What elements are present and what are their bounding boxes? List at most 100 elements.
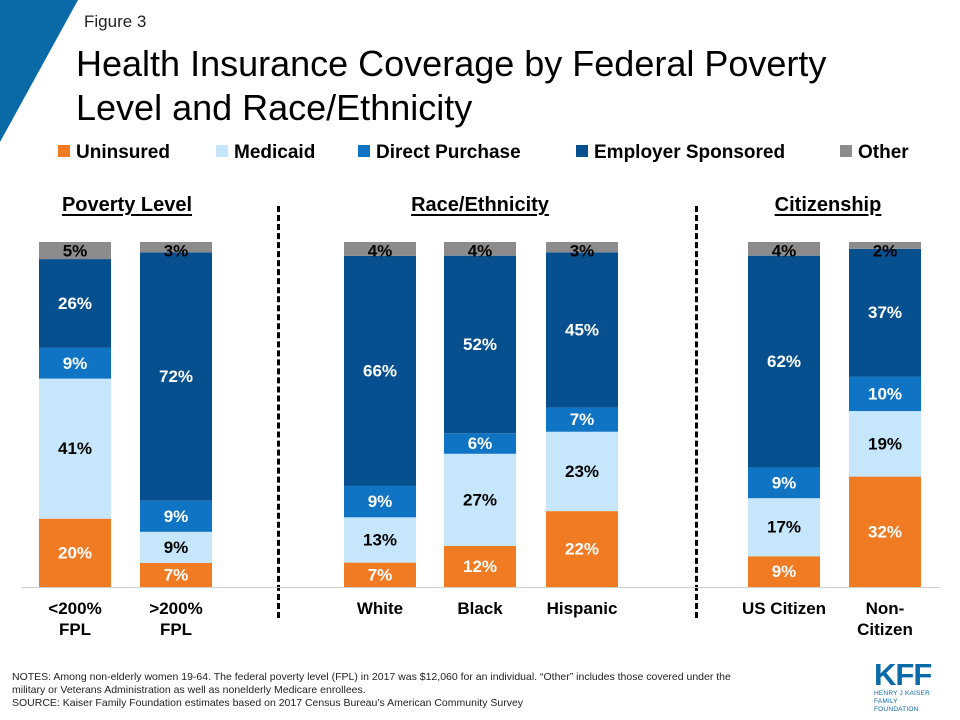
- bar-segment-other-200-fpl: [140, 242, 212, 253]
- data-label-direct-purchase-white: 9%: [368, 492, 393, 511]
- legend-swatch-uninsured: [58, 145, 70, 157]
- bar-segment-other-white: [344, 242, 416, 256]
- data-label-other-200-fpl: 5%: [63, 242, 88, 261]
- source-line: SOURCE: Kaiser Family Foundation estimat…: [12, 697, 524, 709]
- bar-segment-direct-purchase-white: [344, 485, 416, 518]
- bar-segment-uninsured-non-citizen: [849, 476, 921, 587]
- bar-segment-direct-purchase-us-citizen: [748, 467, 820, 499]
- data-label-other-hispanic: 3%: [570, 242, 595, 261]
- data-label-other-200-fpl: 3%: [164, 242, 189, 261]
- bar-segment-other-hispanic: [546, 242, 618, 253]
- data-label-direct-purchase-us-citizen: 9%: [772, 473, 797, 492]
- bar-segment-employer-sponsored-200-fpl: [140, 252, 212, 501]
- legend-item-direct-purchase: Direct Purchase: [358, 142, 521, 164]
- kff-logo-sub-2: FAMILY FOUNDATION: [874, 698, 919, 713]
- data-label-uninsured-hispanic: 22%: [565, 540, 599, 559]
- group-divider-2: [695, 206, 698, 618]
- data-label-other-us-citizen: 4%: [772, 242, 797, 261]
- data-label-employer-sponsored-us-citizen: 62%: [767, 352, 801, 371]
- group-divider-1: [277, 206, 280, 618]
- bar-segment-direct-purchase-200-fpl: [140, 500, 212, 532]
- bar-segment-medicaid-hispanic: [546, 431, 618, 512]
- category-label-below-200-fpl: <200% FPL: [20, 598, 130, 640]
- legend-label-uninsured: Uninsured: [76, 142, 170, 163]
- category-label-line: Black: [457, 599, 503, 618]
- legend-item-medicaid: Medicaid: [216, 142, 315, 164]
- legend-item-other: Other: [840, 142, 909, 164]
- legend-label-other: Other: [858, 142, 909, 163]
- legend-swatch-medicaid: [216, 145, 228, 157]
- data-label-employer-sponsored-black: 52%: [463, 335, 497, 354]
- group-title-poverty-level: Poverty Level: [61, 194, 193, 216]
- notes-line-1: NOTES: Among non-elderly women 19-64. Th…: [12, 671, 731, 683]
- data-label-direct-purchase-non-citizen: 10%: [868, 384, 902, 403]
- data-label-medicaid-black: 27%: [463, 490, 497, 509]
- bar-segment-other-200-fpl: [39, 242, 111, 260]
- bar-segment-employer-sponsored-us-citizen: [748, 255, 820, 468]
- data-label-medicaid-200-fpl: 41%: [58, 439, 92, 458]
- data-label-employer-sponsored-white: 66%: [363, 361, 397, 380]
- data-label-employer-sponsored-hispanic: 45%: [565, 320, 599, 339]
- legend-swatch-other: [840, 145, 852, 157]
- bar-segment-medicaid-200-fpl: [140, 531, 212, 563]
- group-title-citizenship: Citizenship: [774, 194, 882, 216]
- bar-segment-medicaid-white: [344, 517, 416, 563]
- bar-segment-uninsured-200-fpl: [39, 518, 111, 587]
- bar-segment-medicaid-200-fpl: [39, 378, 111, 519]
- category-label-hispanic: Hispanic: [527, 598, 637, 619]
- kff-logo-sub-1: HENRY J KAISER: [874, 690, 931, 697]
- legend-label-medicaid: Medicaid: [234, 142, 316, 163]
- data-label-other-white: 4%: [368, 242, 393, 261]
- bar-segment-direct-purchase-200-fpl: [39, 347, 111, 379]
- data-label-uninsured-white: 7%: [368, 565, 393, 584]
- bar-segment-other-black: [444, 242, 516, 256]
- bar-segment-medicaid-us-citizen: [748, 498, 820, 557]
- bar-segment-medicaid-black: [444, 453, 516, 547]
- legend-item-uninsured: Uninsured: [58, 142, 170, 164]
- legend-item-employer-sponsored: Employer Sponsored: [576, 142, 785, 164]
- notes-line-2: military or Veterans Administration as w…: [12, 684, 366, 696]
- chart-title-line-2: Level and Race/Ethnicity: [76, 87, 473, 128]
- category-label-above-200-fpl: >200% FPL: [121, 598, 231, 640]
- data-label-medicaid-us-citizen: 17%: [767, 518, 801, 537]
- legend-label-direct-purchase: Direct Purchase: [376, 142, 521, 163]
- data-label-uninsured-us-citizen: 9%: [772, 562, 797, 581]
- category-label-non-citizen: Non- Citizen: [830, 598, 940, 640]
- bar-segment-uninsured-black: [444, 546, 516, 587]
- bar-segment-employer-sponsored-non-citizen: [849, 248, 921, 377]
- data-label-direct-purchase-200-fpl: 9%: [63, 354, 88, 373]
- data-label-employer-sponsored-non-citizen: 37%: [868, 303, 902, 322]
- data-label-medicaid-white: 13%: [363, 530, 397, 549]
- data-label-medicaid-200-fpl: 9%: [164, 538, 189, 557]
- category-label-line: White: [356, 599, 404, 618]
- bar-segment-direct-purchase-non-citizen: [849, 376, 921, 412]
- bar-segment-direct-purchase-hispanic: [546, 407, 618, 432]
- category-label-white: White: [325, 598, 435, 619]
- data-label-other-black: 4%: [468, 242, 493, 261]
- bar-segment-direct-purchase-black: [444, 433, 516, 454]
- bar-segment-employer-sponsored-hispanic: [546, 252, 618, 408]
- category-label-line: Non-: [865, 599, 905, 618]
- figure-label: Figure 3: [84, 12, 147, 31]
- category-label-line: Citizen: [857, 620, 913, 639]
- data-label-direct-purchase-black: 6%: [468, 434, 493, 453]
- data-label-uninsured-non-citizen: 32%: [868, 522, 902, 541]
- kff-logo: KFF HENRY J KAISER FAMILY FOUNDATION: [874, 659, 944, 713]
- chart-title-line-1: Health Insurance Coverage by Federal Pov…: [76, 43, 827, 84]
- data-label-medicaid-hispanic: 23%: [565, 462, 599, 481]
- data-label-employer-sponsored-200-fpl: 26%: [58, 294, 92, 313]
- bar-segment-uninsured-us-citizen: [748, 556, 820, 587]
- bar-segment-employer-sponsored-white: [344, 255, 416, 486]
- bar-segment-uninsured-hispanic: [546, 511, 618, 587]
- category-label-line: >200%: [149, 599, 203, 618]
- data-label-uninsured-black: 12%: [463, 557, 497, 576]
- bar-segment-other-us-citizen: [748, 242, 820, 256]
- category-label-us-citizen: US Citizen: [729, 598, 839, 619]
- legend-swatch-direct-purchase: [358, 145, 370, 157]
- category-label-line: US Citizen: [741, 599, 827, 618]
- legend-swatch-employer-sponsored: [576, 145, 588, 157]
- notes-source: NOTES: Among non-elderly women 19-64. Th…: [12, 671, 842, 710]
- data-label-uninsured-200-fpl: 20%: [58, 543, 92, 562]
- category-label-line: FPL: [159, 620, 193, 639]
- bar-segment-uninsured-white: [344, 562, 416, 587]
